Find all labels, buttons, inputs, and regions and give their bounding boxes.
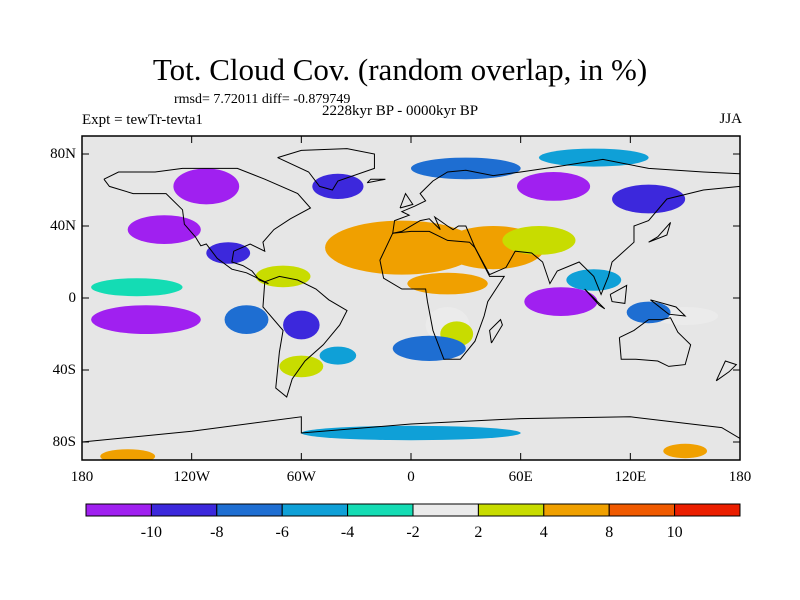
anomaly-region: [407, 272, 488, 295]
anomaly-region: [224, 305, 269, 334]
anomaly-region: [319, 346, 357, 365]
coastline: [366, 178, 386, 184]
anomaly-region: [100, 449, 156, 460]
colorbar-label: -8: [210, 524, 224, 541]
anomaly-region: [173, 168, 240, 205]
x-tick-label: 180: [728, 469, 752, 485]
anomaly-region: [612, 184, 686, 214]
colorbar-box: [85, 503, 152, 517]
colorbar-box: [281, 503, 349, 517]
colorbar-box: [412, 503, 479, 517]
colorbar-box: [216, 503, 283, 517]
coastline: [379, 230, 506, 360]
anomaly-region: [91, 305, 201, 334]
anomaly-region: [127, 215, 201, 245]
colorbar-label: -2: [406, 524, 420, 541]
coastline: [82, 416, 740, 443]
y-tick-label: 80S: [52, 434, 76, 450]
anomaly-region: [255, 265, 311, 288]
y-tick-label: 40N: [50, 218, 76, 234]
coastline: [262, 275, 348, 398]
anomaly-region: [91, 278, 183, 297]
axis-ticks: [81, 136, 741, 460]
coastline: [489, 318, 503, 344]
y-tick-label: 80N: [50, 146, 76, 162]
coastline: [392, 158, 740, 296]
anomaly-region: [283, 310, 320, 340]
colorbar-box: [608, 503, 676, 517]
anomaly-region: [538, 148, 649, 167]
colorbar-box: [150, 503, 218, 517]
anomaly-region: [502, 226, 576, 255]
coastlines: [82, 148, 740, 443]
coastline: [648, 222, 672, 243]
anomaly-region: [566, 269, 622, 291]
x-tick-label: 60W: [286, 469, 316, 485]
colorbar-label: 2: [474, 524, 483, 541]
y-tick-label: 40S: [52, 362, 76, 378]
experiment-label: Expt = tewTr-tevta1: [82, 112, 203, 128]
colorbar-box: [543, 503, 610, 517]
cloud-cover-anomaly-field: [91, 148, 719, 460]
coastline: [715, 360, 738, 382]
coastline: [609, 284, 628, 304]
anomaly-region: [524, 287, 598, 316]
period-label: 2228kyr BP - 0000kyr BP: [322, 103, 479, 119]
season-label: JJA: [719, 111, 742, 127]
colorbar-box: [674, 503, 741, 517]
anomaly-region: [411, 157, 521, 180]
coastline: [650, 299, 687, 317]
x-tick-label: 60E: [508, 469, 533, 485]
x-tick-label: 0: [407, 469, 415, 485]
coastline: [103, 167, 312, 285]
x-tick-label: 120E: [614, 469, 647, 485]
coastline: [584, 288, 606, 310]
x-tick-label: 180: [70, 469, 94, 485]
anomaly-region: [663, 443, 708, 459]
coastline: [618, 317, 692, 367]
anomaly-region: [517, 172, 591, 201]
colorbar-box: [477, 503, 545, 517]
colorbar-label: 8: [605, 524, 614, 541]
colorbar-label: 10: [666, 524, 683, 541]
colorbar-label: -6: [275, 524, 289, 541]
colorbar-label: 4: [539, 524, 548, 541]
coastline: [399, 192, 414, 209]
plot-title: Tot. Cloud Cov. (random overlap, in %): [152, 52, 648, 87]
anomaly-region: [301, 425, 521, 441]
colorbar: [85, 503, 741, 517]
colorbar-label: -4: [340, 524, 355, 541]
stats-text: rmsd= 7.72011 diff= -0.879749: [174, 92, 351, 107]
y-tick-label: 0: [68, 290, 77, 306]
colorbar-label: -10: [140, 524, 163, 541]
anomaly-region: [392, 335, 466, 361]
coastline: [277, 148, 375, 191]
anomaly-region: [325, 220, 479, 275]
colorbar-box: [347, 503, 414, 517]
x-tick-label: 120W: [173, 469, 210, 485]
anomaly-region: [312, 173, 364, 199]
